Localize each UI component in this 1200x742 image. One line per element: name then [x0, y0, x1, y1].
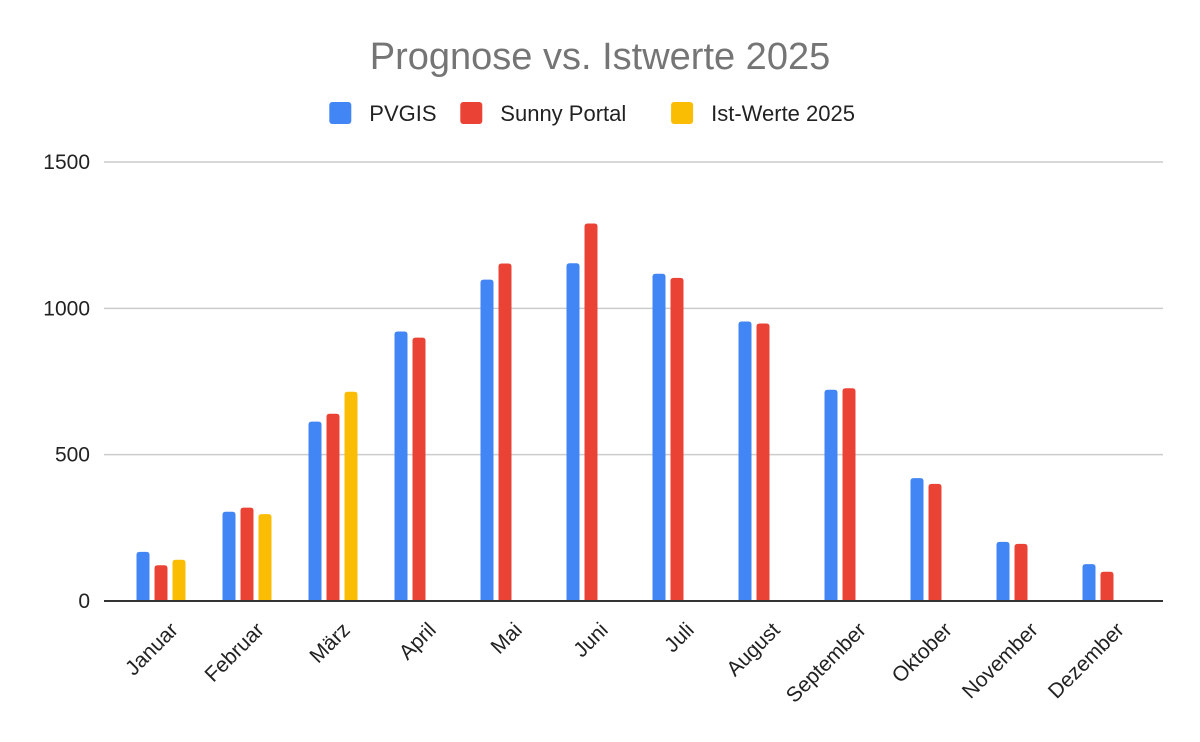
bar-sunny-portal-november — [1014, 543, 1028, 601]
legend-item-sunny-portal: Sunny Portal — [460, 101, 626, 126]
x-tick-label-juli: Juli — [660, 618, 699, 657]
bar-sunny-portal-september — [842, 388, 856, 601]
x-tick-label-juni: Juni — [569, 618, 613, 662]
chart-title: Prognose vs. Istwerte 2025 — [370, 36, 830, 78]
legend-item-pvgis: PVGIS — [329, 101, 437, 126]
bar-ist-werte-2025-februar — [258, 514, 272, 601]
bar-group-januar — [136, 551, 186, 601]
bar-group-september — [824, 388, 856, 601]
y-tick-label-1000: 1000 — [43, 297, 90, 320]
x-tick-label-februar: Februar — [200, 618, 268, 686]
bar-group-august — [738, 321, 770, 601]
x-tick-label-dezember: Dezember — [1044, 618, 1129, 703]
legend-label-ist-werte-2025: Ist-Werte 2025 — [711, 101, 855, 126]
bar-sunny-portal-januar — [154, 565, 168, 601]
legend-label-pvgis: PVGIS — [369, 101, 436, 126]
bar-group-dezember — [1082, 564, 1114, 601]
bar-group-mai — [480, 263, 512, 601]
bar-pvgis-maerz — [308, 421, 322, 601]
bar-pvgis-januar — [136, 551, 150, 601]
bar-ist-werte-2025-maerz — [344, 391, 358, 601]
bar-group-maerz — [308, 391, 358, 601]
bar-sunny-portal-april — [412, 337, 426, 601]
bar-group-juli — [652, 273, 684, 601]
bar-sunny-portal-mai — [498, 263, 512, 601]
x-tick-label-maerz: März — [305, 618, 354, 667]
bar-sunny-portal-august — [756, 323, 770, 601]
bar-pvgis-april — [394, 331, 408, 601]
bar-sunny-portal-juni — [584, 223, 598, 601]
y-tick-label-1500: 1500 — [43, 151, 90, 174]
x-tick-label-oktober: Oktober — [888, 618, 957, 687]
bar-sunny-portal-dezember — [1100, 571, 1114, 601]
legend-item-ist-werte-2025: Ist-Werte 2025 — [671, 101, 855, 126]
bar-sunny-portal-oktober — [928, 483, 942, 601]
legend-swatch-pvgis — [329, 102, 352, 124]
x-tick-label-april: April — [395, 618, 441, 664]
bar-group-april — [394, 331, 426, 601]
bar-group-oktober — [910, 478, 942, 601]
gridlines — [104, 161, 1163, 456]
bar-sunny-portal-februar — [240, 507, 254, 601]
x-axis-ticks: Januar Februar März April Mai Juni Juli AugustS… — [121, 618, 1129, 707]
x-tick-label-mai: Mai — [487, 618, 527, 658]
legend-label-sunny-portal: Sunny Portal — [500, 101, 626, 126]
x-tick-label-august: August — [722, 618, 785, 681]
bars — [136, 223, 1114, 601]
bar-pvgis-juni — [566, 263, 580, 601]
y-tick-label-0: 0 — [78, 590, 90, 613]
y-tick-label-500: 500 — [55, 444, 90, 467]
bar-pvgis-november — [996, 541, 1010, 601]
bar-ist-werte-2025-januar — [172, 559, 186, 601]
bar-pvgis-februar — [222, 511, 236, 601]
bar-pvgis-oktober — [910, 478, 924, 601]
legend-swatch-ist-werte-2025 — [671, 102, 694, 124]
bar-pvgis-august — [738, 321, 752, 601]
bar-sunny-portal-juli — [670, 277, 684, 601]
bar-pvgis-juli — [652, 273, 666, 601]
bar-group-november — [996, 541, 1028, 601]
y-axis-ticks: 0 500 1000 1500 — [43, 151, 90, 613]
bar-group-juni — [566, 223, 598, 601]
x-tick-label-september: September — [782, 618, 871, 707]
legend-swatch-sunny-portal — [460, 102, 483, 124]
bar-pvgis-dezember — [1082, 564, 1096, 601]
bar-group-februar — [222, 507, 272, 601]
x-tick-label-november: November — [958, 618, 1043, 703]
x-tick-label-januar: Januar — [121, 618, 183, 680]
bar-pvgis-september — [824, 389, 838, 601]
bar-pvgis-mai — [480, 279, 494, 601]
legend: PVGIS Sunny Portal Ist-Werte 2025 — [329, 101, 855, 126]
bar-sunny-portal-maerz — [326, 413, 340, 601]
